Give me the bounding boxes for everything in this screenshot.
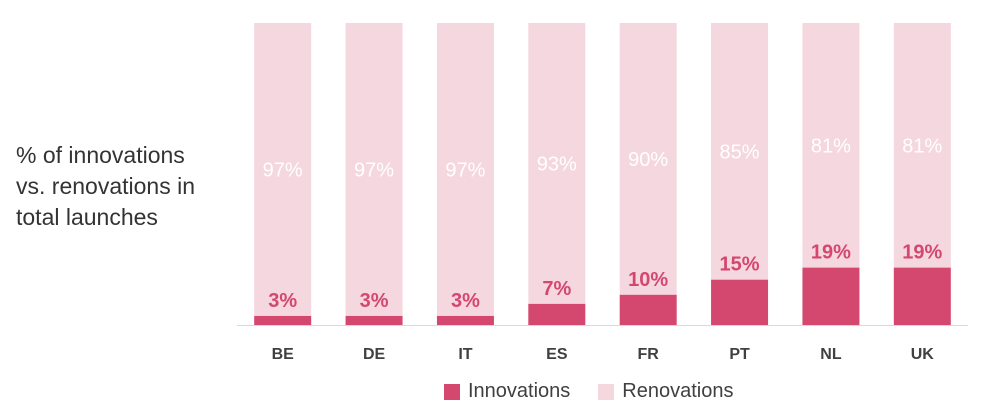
bar-renovations-es [528, 23, 586, 304]
data-label-renovations-es: 93% [537, 153, 577, 175]
legend-item-innovations: Innovations [444, 380, 570, 403]
legend-swatch-renovations [598, 383, 615, 400]
bar-renovations-pt [711, 23, 769, 280]
data-label-innovations-fr: 10% [628, 269, 668, 291]
x-tick-label-uk: UK [911, 346, 935, 363]
bar-renovations-it [436, 23, 494, 316]
data-label-innovations-nl: 19% [811, 242, 851, 264]
x-tick-label-pt: PT [729, 346, 750, 363]
data-label-innovations-uk: 19% [902, 242, 942, 264]
data-label-innovations-be: 3% [268, 290, 297, 312]
chart-title-line-1: % of innovations [16, 142, 185, 168]
x-tick-label-nl: NL [820, 346, 842, 363]
x-tick-label-de: DE [363, 346, 386, 363]
data-label-renovations-nl: 81% [811, 135, 851, 157]
data-label-innovations-de: 3% [360, 290, 389, 312]
bar-innovations-es [528, 303, 586, 325]
chart-title-line-2: vs. renovations in [16, 173, 195, 199]
bar-renovations-de [345, 23, 403, 316]
data-label-renovations-uk: 81% [902, 135, 942, 157]
legend-label-renovations: Renovations [622, 380, 734, 402]
x-tick-label-es: ES [546, 346, 568, 363]
bar-innovations-uk [893, 267, 951, 325]
bar-innovations-pt [711, 279, 769, 325]
data-label-renovations-de: 97% [354, 159, 394, 181]
bar-renovations-uk [893, 23, 951, 268]
data-label-renovations-it: 97% [445, 159, 485, 181]
data-label-innovations-es: 7% [542, 278, 571, 300]
bar-innovations-be [254, 315, 312, 325]
x-tick-label-be: BE [272, 346, 295, 363]
legend-swatch-innovations [444, 383, 460, 400]
bar-innovations-fr [619, 294, 677, 325]
data-label-renovations-pt: 85% [720, 141, 760, 163]
bar-innovations-de [345, 315, 403, 325]
legend-label-innovations: Innovations [468, 380, 571, 402]
bar-renovations-fr [619, 23, 677, 295]
legend-item-renovations: Renovations [598, 380, 733, 403]
data-label-innovations-pt: 15% [720, 254, 760, 276]
legend: Innovations Renovations [444, 380, 761, 403]
bar-innovations-nl [802, 267, 860, 325]
x-tick-label-it: IT [458, 346, 472, 363]
chart-title-line-3: total launches [16, 204, 158, 230]
bar-innovations-it [436, 315, 494, 325]
x-tick-label-fr: FR [638, 346, 660, 363]
data-label-innovations-it: 3% [451, 290, 480, 312]
bar-renovations-nl [802, 23, 860, 268]
data-label-renovations-fr: 90% [628, 149, 668, 171]
chart-title: % of innovations vs. renovations in tota… [16, 140, 241, 233]
bar-renovations-be [254, 23, 312, 316]
data-label-renovations-be: 97% [263, 159, 303, 181]
